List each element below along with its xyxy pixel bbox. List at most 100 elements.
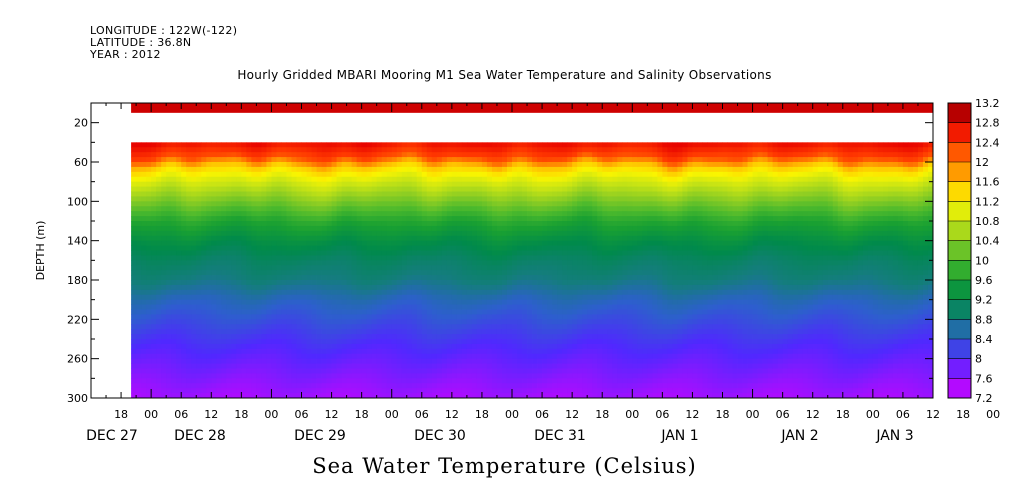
heatmap-cell: [176, 314, 182, 320]
heatmap-cell: [466, 235, 473, 242]
heatmap-cell: [602, 334, 608, 340]
heatmap-cell: [572, 319, 578, 325]
heatmap-cell: [451, 284, 458, 291]
heatmap-cell: [206, 152, 212, 158]
heatmap-cell: [386, 157, 393, 163]
heatmap-cell: [461, 324, 468, 330]
heatmap-cell: [211, 171, 217, 178]
heatmap-cell: [381, 373, 388, 379]
heatmap-cell: [276, 250, 282, 256]
heatmap-cell: [211, 260, 217, 266]
heatmap-cell: [326, 324, 332, 330]
heatmap-cell: [156, 225, 162, 232]
heatmap-cell: [146, 186, 152, 192]
heatmap-cell: [226, 211, 232, 217]
heatmap-cell: [191, 363, 197, 369]
heatmap-cell: [221, 368, 227, 374]
heatmap-cell: [577, 201, 583, 207]
heatmap-cell: [466, 339, 473, 345]
heatmap-cell: [471, 265, 478, 271]
heatmap-cell: [131, 216, 137, 222]
heatmap-cell: [156, 265, 162, 271]
heatmap-cell: [532, 250, 538, 256]
heatmap-cell: [286, 334, 292, 340]
heatmap-cell: [522, 270, 528, 276]
heatmap-cell: [582, 275, 588, 281]
heatmap-cell: [226, 343, 232, 350]
heatmap-cell: [191, 176, 197, 183]
heatmap-cell: [236, 201, 242, 207]
heatmap-cell: [201, 191, 207, 197]
heatmap-cell: [597, 304, 603, 310]
heatmap-cell: [181, 304, 187, 310]
heatmap-cell: [276, 348, 282, 355]
heatmap-cell: [517, 201, 523, 207]
heatmap-cell: [572, 358, 578, 364]
heatmap-cell: [512, 270, 518, 276]
heatmap-cell: [191, 343, 197, 350]
heatmap-cell: [311, 221, 317, 227]
heatmap-cell: [426, 309, 433, 315]
heatmap-cell: [341, 191, 348, 197]
heatmap-cell: [486, 343, 493, 350]
heatmap-cell: [411, 225, 418, 232]
heatmap-cell: [356, 270, 363, 276]
heatmap-cell: [592, 373, 598, 379]
heatmap-cell: [256, 225, 262, 232]
heatmap-cell: [396, 393, 403, 398]
heatmap-cell: [351, 225, 358, 232]
heatmap-cell: [486, 157, 493, 163]
heatmap-cell: [577, 388, 583, 394]
heatmap-cell: [391, 304, 398, 310]
heatmap-cell: [441, 383, 448, 389]
heatmap-cell: [547, 329, 553, 335]
heatmap-cell: [562, 314, 568, 320]
heatmap-cell: [341, 221, 348, 227]
heatmap-cell: [476, 221, 483, 227]
heatmap-cell: [461, 162, 468, 168]
heatmap-cell: [587, 329, 593, 335]
heatmap-cell: [171, 284, 177, 291]
heatmap-cell: [186, 343, 192, 350]
heatmap-cell: [346, 383, 353, 389]
heatmap-cell: [281, 235, 287, 242]
heatmap-cell: [281, 191, 287, 197]
heatmap-cell: [471, 255, 478, 261]
heatmap-cell: [201, 304, 207, 310]
heatmap-cell: [281, 294, 287, 301]
heatmap-cell: [501, 353, 508, 360]
heatmap-cell: [296, 284, 302, 291]
heatmap-cell: [191, 348, 197, 355]
heatmap-cell: [186, 142, 192, 148]
heatmap-cell: [542, 275, 548, 281]
heatmap-cell: [567, 353, 573, 360]
heatmap-cell: [316, 329, 322, 335]
heatmap-cell: [286, 240, 292, 246]
heatmap-cell: [181, 289, 187, 296]
heatmap-cell: [421, 176, 428, 183]
heatmap-cell: [552, 348, 558, 355]
heatmap-cell: [331, 383, 337, 389]
heatmap-cell: [476, 339, 483, 345]
heatmap-cell: [567, 275, 573, 281]
heatmap-cell: [426, 343, 433, 350]
heatmap-cell: [416, 383, 423, 389]
heatmap-cell: [421, 368, 428, 374]
heatmap-cell: [371, 225, 378, 232]
heatmap-cell: [421, 324, 428, 330]
heatmap-cell: [231, 255, 237, 261]
heatmap-cell: [476, 191, 483, 197]
heatmap-cell: [326, 275, 332, 281]
heatmap-cell: [527, 157, 533, 163]
heatmap-cell: [506, 373, 513, 379]
heatmap-cell: [196, 339, 202, 345]
heatmap-cell: [557, 373, 563, 379]
heatmap-cell: [301, 260, 307, 266]
heatmap-cell: [446, 348, 453, 355]
heatmap-cell: [496, 245, 503, 251]
heatmap-cell: [301, 358, 307, 364]
heatmap-cell: [246, 191, 252, 197]
heatmap-cell: [146, 211, 152, 217]
heatmap-cell: [151, 240, 157, 246]
heatmap-cell: [557, 284, 563, 291]
